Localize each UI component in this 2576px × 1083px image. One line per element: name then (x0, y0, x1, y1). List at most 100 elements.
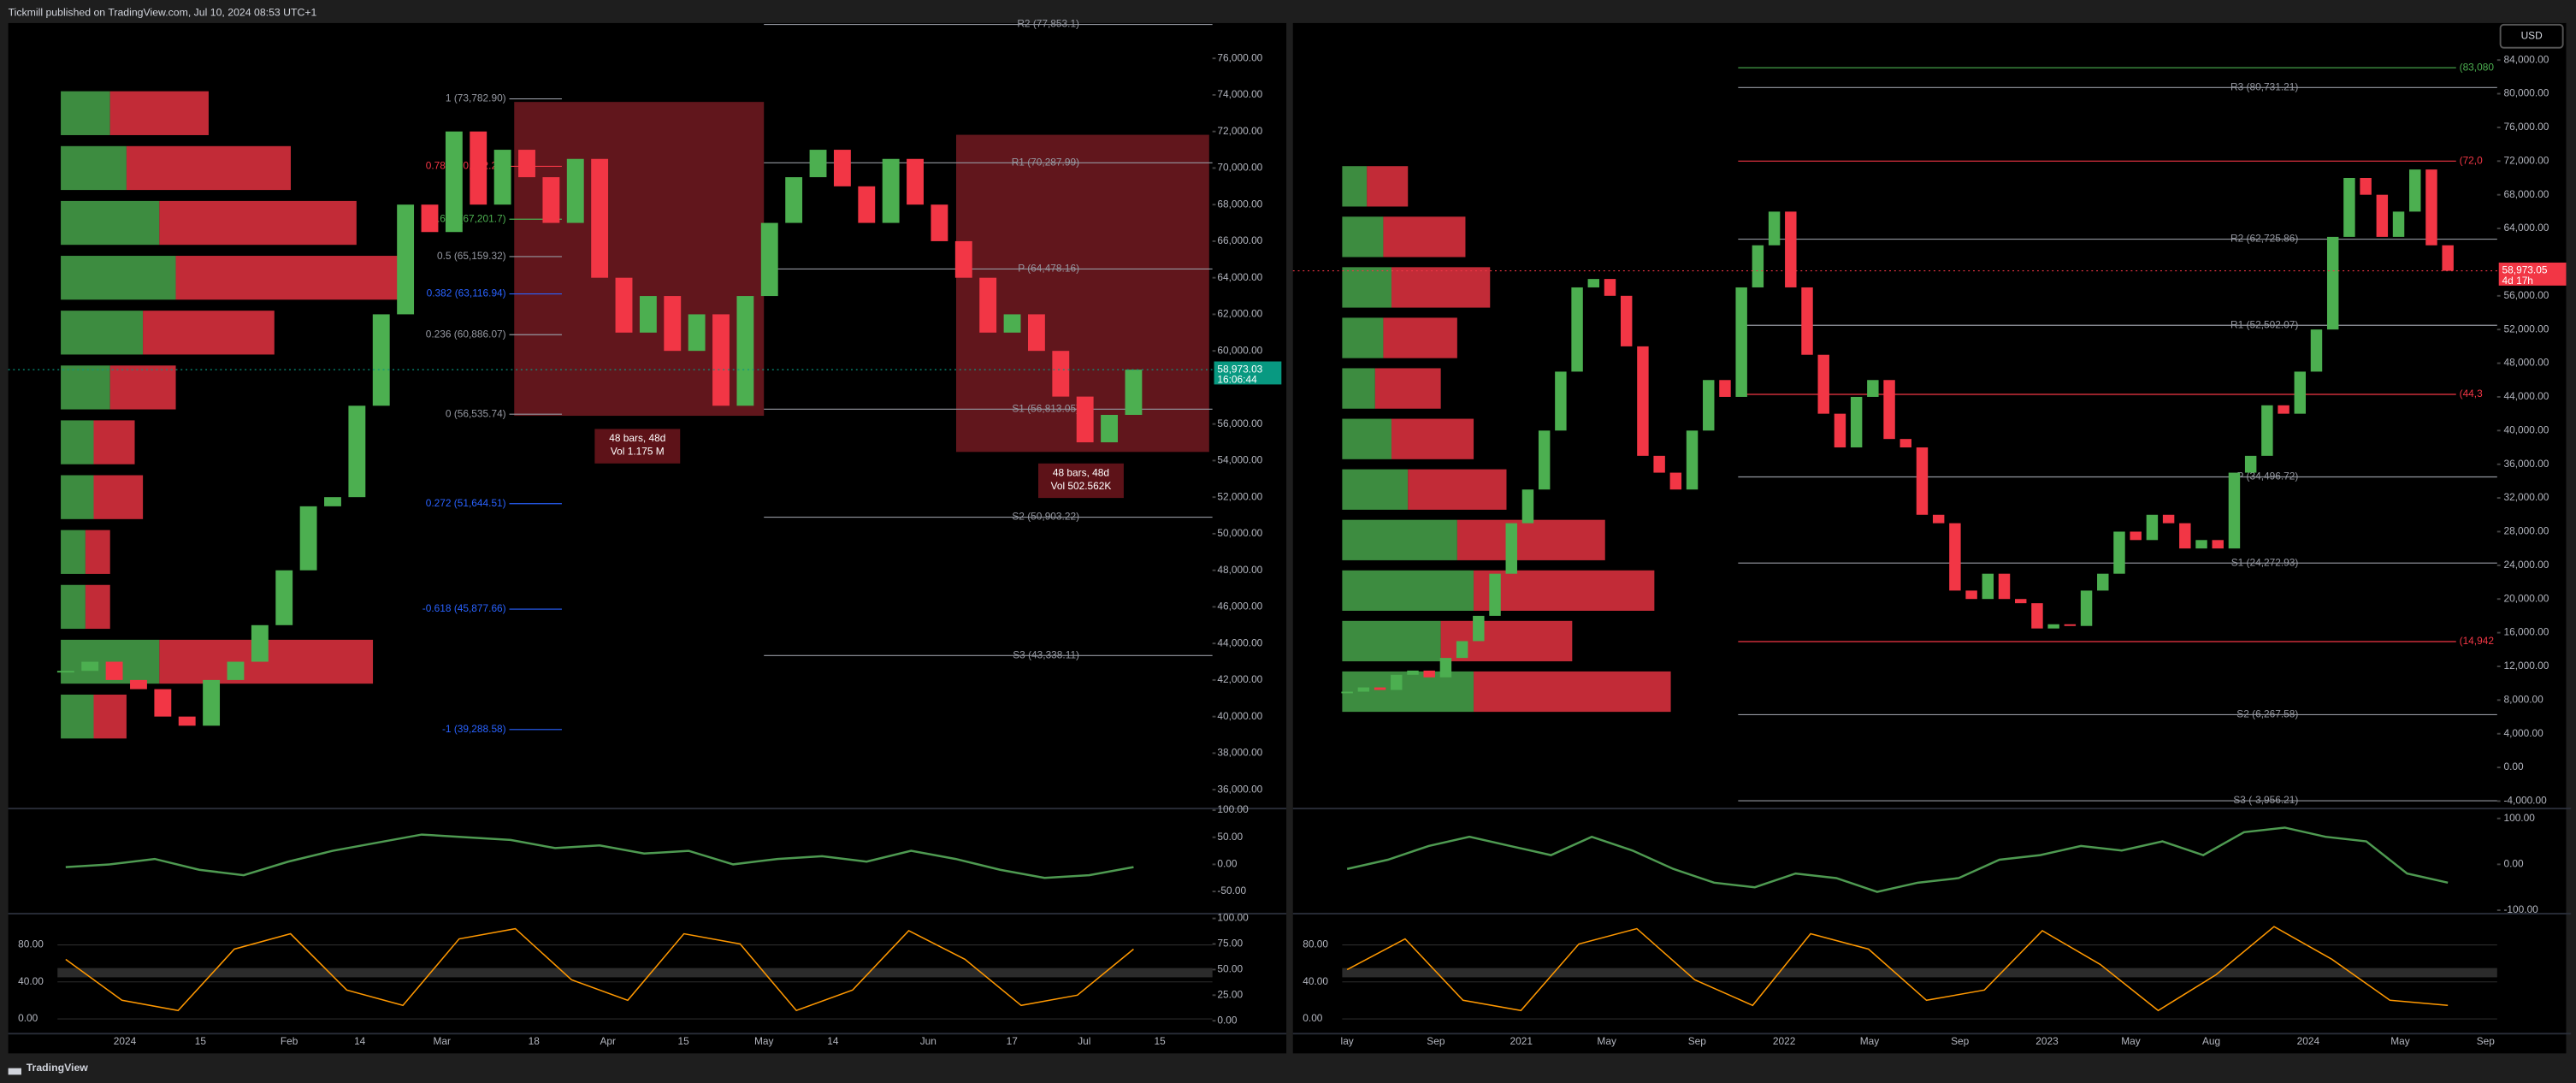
candle (639, 296, 657, 333)
y-tick-label: 64,000.00 (1217, 271, 1262, 283)
candle (1076, 396, 1094, 443)
y-tick-label: 72,000.00 (2503, 154, 2549, 166)
profile-down (1456, 519, 1605, 560)
osc-left-tick-label: 80.00 (18, 938, 44, 950)
y-tick-label: 80,000.00 (2503, 87, 2549, 99)
profile-up (1342, 620, 1441, 662)
candle (1357, 687, 1370, 692)
left-panel (8, 22, 1287, 1054)
candle (203, 679, 221, 726)
candle (178, 716, 196, 726)
y-tick-label: 76,000.00 (1217, 51, 1262, 63)
y-tick-label: 68,000.00 (1217, 198, 1262, 210)
candle (833, 150, 851, 186)
y-tick-label: 38,000.00 (1217, 747, 1262, 759)
y-tick-label: 52,000.00 (1217, 490, 1262, 502)
candle (518, 150, 535, 178)
candle (1505, 523, 1517, 574)
y-tick-label: 54,000.00 (1217, 454, 1262, 466)
candle (470, 131, 487, 205)
stats-bars: 48 bars, 48d (609, 432, 665, 444)
x-tick-label: 17 (1007, 1035, 1019, 1047)
y-tick-label: 44,000.00 (1217, 636, 1262, 648)
x-tick-label: Aug (2202, 1035, 2220, 1047)
candle (445, 131, 463, 233)
candle (809, 150, 827, 178)
profile-down (1367, 166, 1409, 207)
profile-down (93, 475, 144, 519)
candle (1538, 430, 1551, 490)
stats-box (594, 429, 681, 464)
candle (2442, 245, 2454, 271)
x-tick-label: Sep (1427, 1035, 1445, 1047)
x-tick-label: Apr (600, 1035, 616, 1047)
profile-down (109, 365, 176, 410)
candle (954, 240, 972, 278)
profile-up (1342, 519, 1457, 560)
profile-down (159, 200, 357, 246)
x-tick-label: Jun (920, 1035, 936, 1047)
candle (566, 158, 584, 223)
candle (1949, 523, 1961, 591)
pivot-label: R3 (80,731.21) (2230, 80, 2298, 92)
pivot-label: R1 (70,287.99) (1012, 156, 1079, 168)
osc-tick-label: -50.00 (1217, 885, 1246, 897)
osc-tick-label: -100.00 (2503, 903, 2538, 915)
x-tick-label: Sep (1688, 1035, 1707, 1047)
osc-left-tick-label: 0.00 (18, 1012, 38, 1024)
candle (712, 314, 730, 406)
y-tick-label: 56,000.00 (2503, 289, 2549, 301)
candle (1555, 371, 1567, 431)
candle (1604, 279, 1616, 296)
candle (1703, 380, 1715, 431)
candle (105, 661, 123, 680)
candle (2047, 624, 2059, 629)
candle (1900, 439, 1911, 448)
profile-down (1474, 570, 1655, 611)
profile-up (61, 200, 160, 246)
y-tick-label: 8,000.00 (2503, 693, 2544, 705)
x-tick-label: May (2121, 1035, 2141, 1047)
price-tag-timer: 4d 17h (2502, 275, 2533, 287)
profile-down (175, 256, 406, 300)
osc-left-tick-label: 40.00 (18, 975, 44, 987)
candle (130, 679, 147, 689)
x-tick-label: lay (1341, 1035, 1354, 1047)
fib-label: 0 (56,535.74) (446, 407, 506, 419)
pivot-label: S3 (43,338.11) (1013, 648, 1079, 660)
candle (1620, 295, 1633, 346)
candle (736, 296, 754, 406)
y-tick-label: 4,000.00 (2503, 727, 2544, 739)
candle (1439, 658, 1452, 678)
candle (1423, 670, 1435, 678)
profile-down (109, 91, 209, 135)
fib-label: (83,080 (2460, 61, 2495, 73)
stats-box (1038, 463, 1124, 499)
y-tick-label: 84,000.00 (2503, 53, 2549, 65)
price-tag-value: 58,973.05 (2502, 264, 2548, 276)
y-tick-label: 76,000.00 (2503, 121, 2549, 133)
fib-label: 1 (73,782.90) (446, 92, 506, 104)
currency-button[interactable] (2499, 23, 2564, 49)
candle (1473, 615, 1485, 642)
fib-label: 0.382 (63,116.94) (427, 287, 506, 299)
candle (2244, 455, 2257, 473)
candle (348, 405, 366, 498)
y-tick-label: 0.00 (2503, 760, 2524, 772)
stats-volume: Vol 1.175 M (611, 445, 665, 457)
y-tick-label: 70,000.00 (1217, 162, 1262, 174)
candle (1125, 370, 1143, 415)
pivot-label: S2 (6,267.58) (2236, 708, 2298, 720)
candle (1735, 287, 1747, 397)
candle (1785, 211, 1797, 287)
candle (1521, 489, 1534, 524)
y-tick-label: 66,000.00 (1217, 234, 1262, 246)
candle (372, 314, 390, 406)
candle (2179, 523, 2191, 549)
brand: TradingView (27, 1062, 89, 1074)
profile-up (61, 91, 110, 135)
momentum-line (65, 833, 1134, 879)
x-tick-label: May (1597, 1035, 1616, 1047)
y-tick-label: 64,000.00 (2503, 222, 2549, 234)
